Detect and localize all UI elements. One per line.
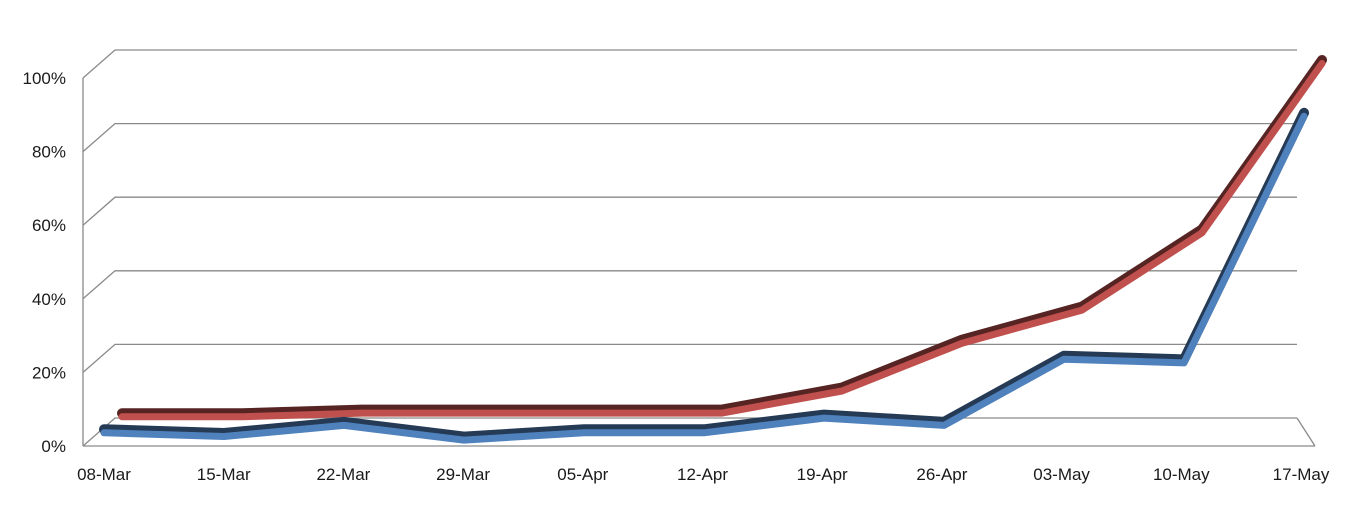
series-line-face (100, 112, 1308, 444)
x-tick-label: 26-Apr (916, 465, 967, 484)
gridlines (82, 49, 1316, 447)
gridline (82, 49, 1297, 79)
floor-right-edge (1296, 417, 1316, 447)
x-tick-label: 22-Mar (316, 465, 370, 484)
x-tick-label: 08-Mar (77, 465, 131, 484)
x-tick-label: 05-Apr (557, 465, 608, 484)
x-tick-label: 12-Apr (677, 465, 728, 484)
y-tick-label: 100% (23, 69, 66, 88)
y-tick-label: 80% (32, 143, 66, 162)
gridline (82, 196, 1297, 226)
x-axis-ticks: 08-Mar 15-Mar 22-Mar 29-Mar 05-Apr 12-Apr 19-A… (77, 465, 1330, 484)
x-tick-label: 10-May (1153, 465, 1210, 484)
y-axis-ticks: 0% 20% 40% 60% 80% 100% (23, 69, 66, 456)
series-lines (99, 55, 1327, 444)
gridline (82, 122, 1297, 153)
series-line (117, 55, 1327, 421)
x-tick-label: 29-Mar (436, 465, 490, 484)
y-tick-label: 0% (41, 437, 66, 456)
y-tick-label: 40% (32, 290, 66, 309)
x-tick-label: 03-May (1033, 465, 1090, 484)
gridline (82, 270, 1297, 300)
x-tick-label: 19-Apr (797, 465, 848, 484)
y-tick-label: 20% (32, 363, 66, 382)
x-tick-label: 17-May (1273, 465, 1330, 484)
y-tick-label: 60% (32, 216, 66, 235)
series-line-face (118, 60, 1326, 421)
series-line (99, 107, 1309, 444)
x-tick-label: 15-Mar (197, 465, 251, 484)
gridline (82, 343, 1297, 373)
